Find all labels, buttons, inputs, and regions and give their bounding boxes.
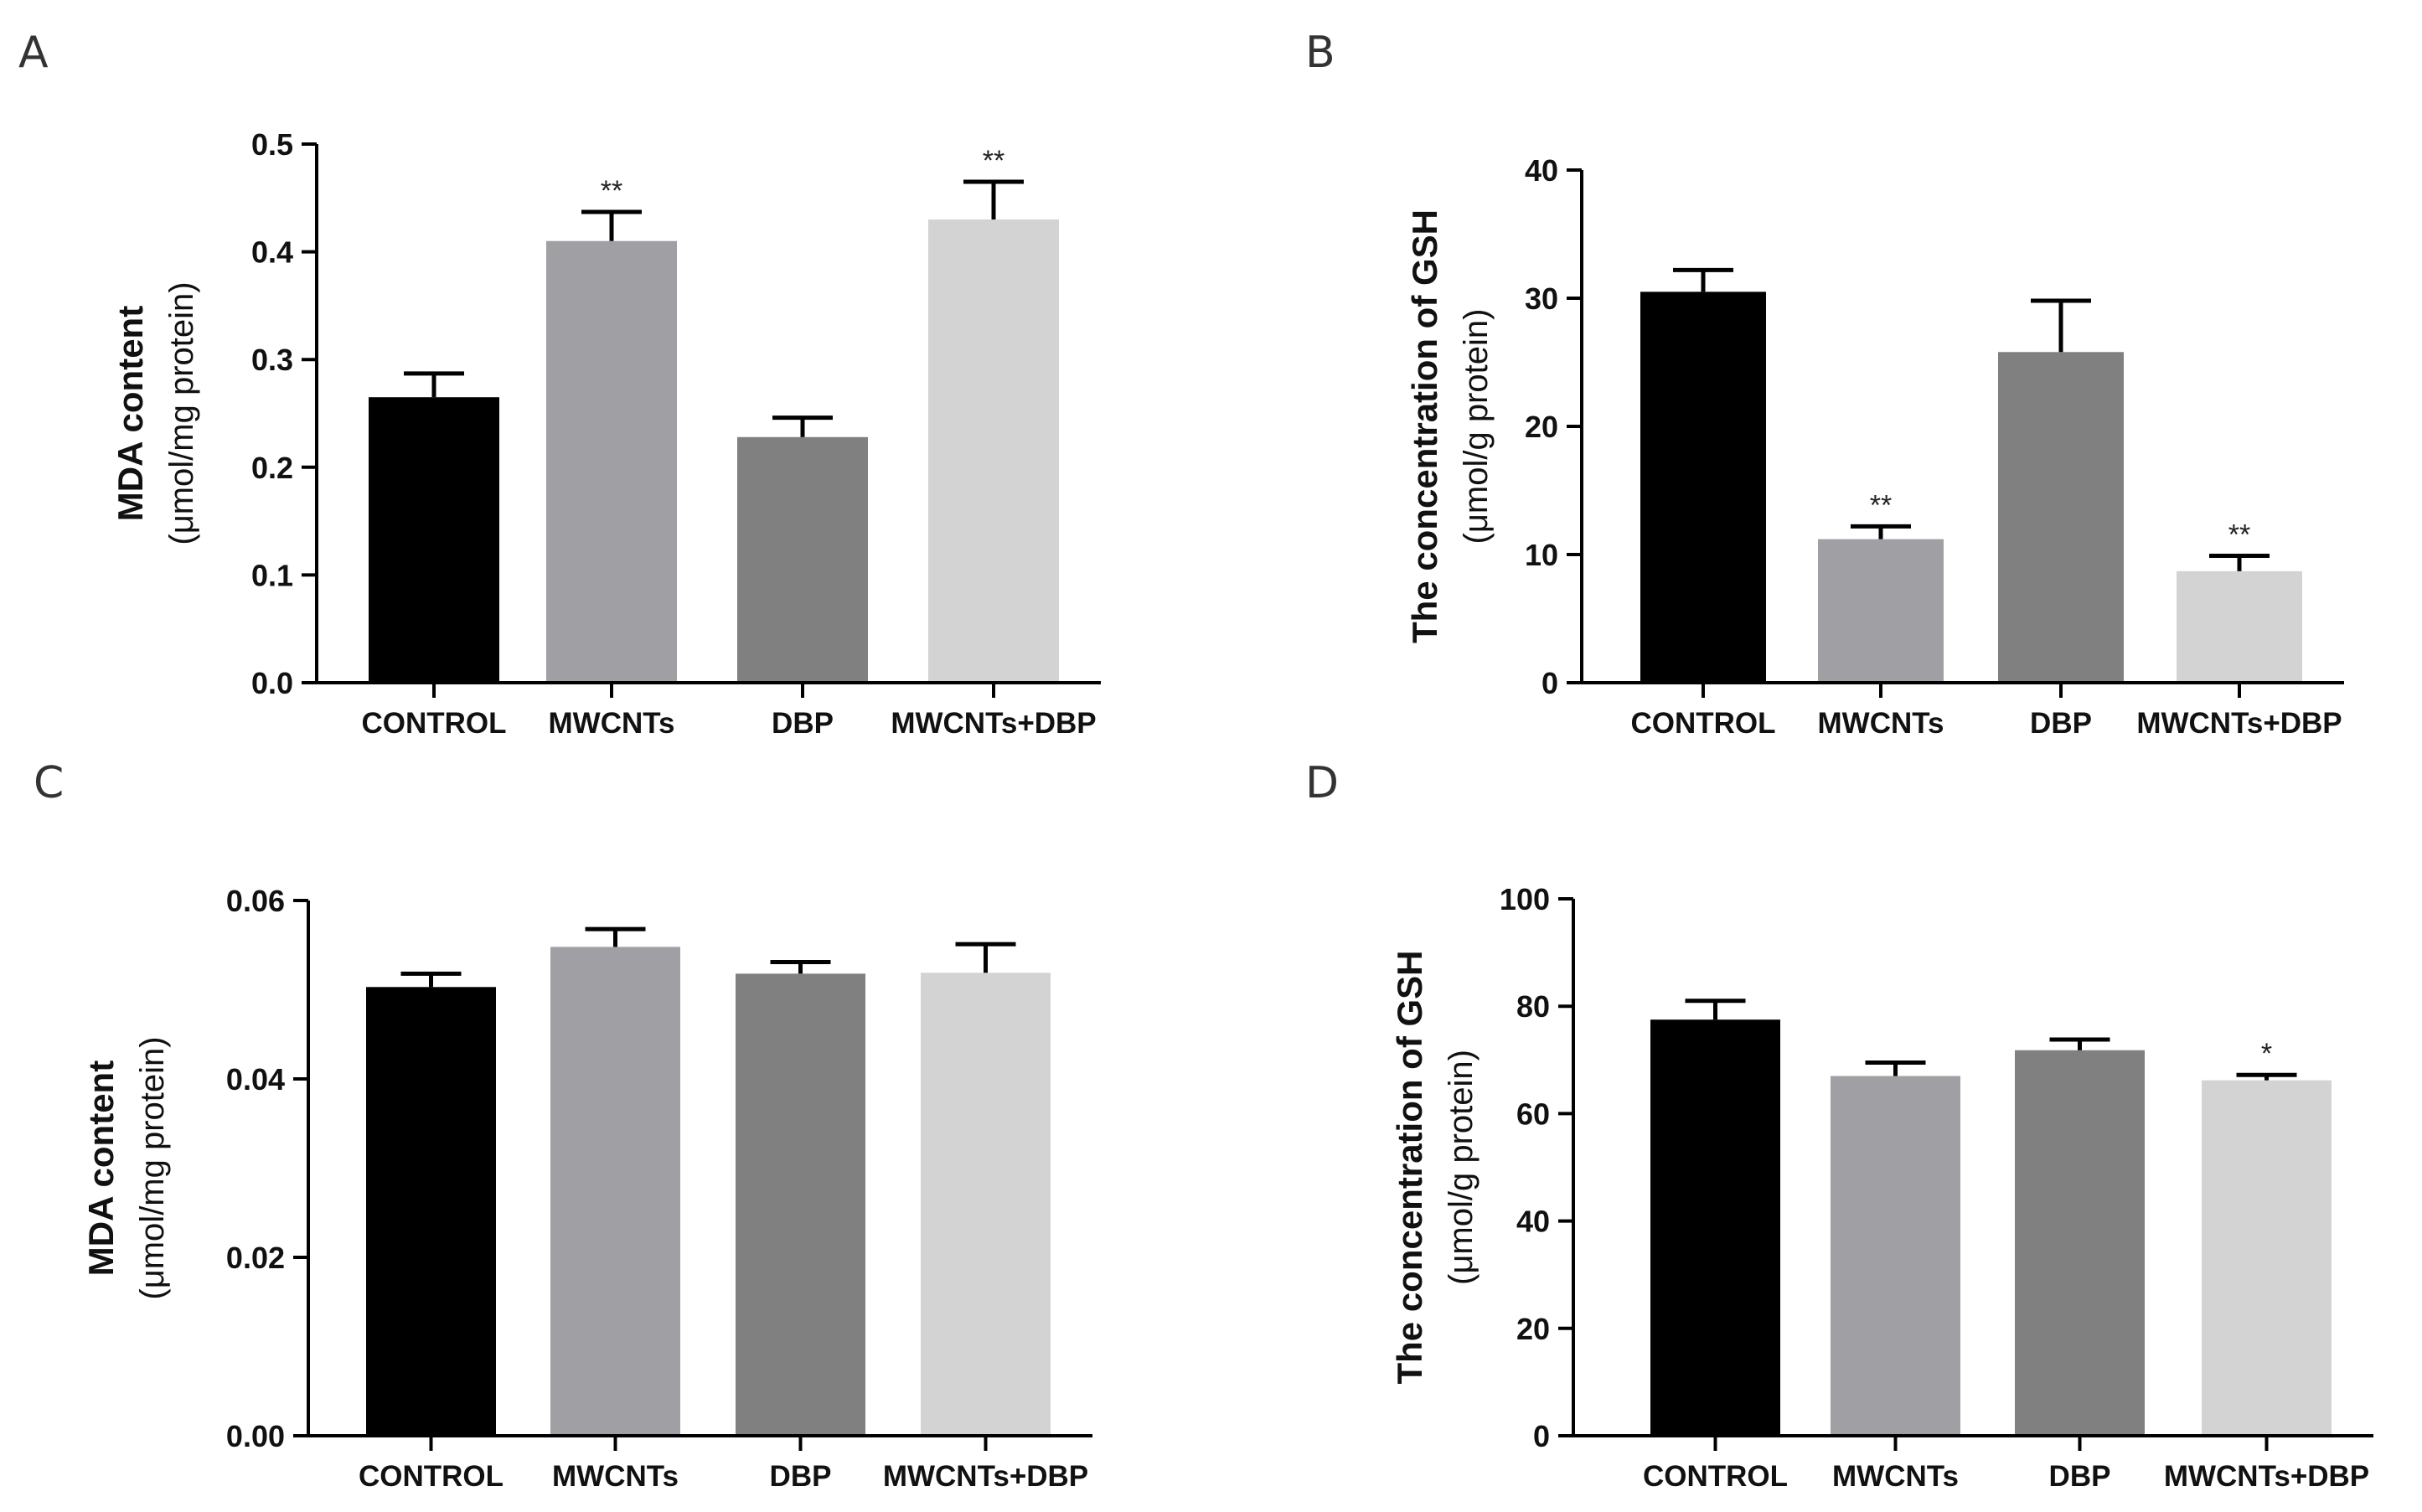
significance-marker: ** xyxy=(1870,489,1892,521)
x-tick-label: MWCNTs+DBP xyxy=(883,1460,1088,1493)
x-tick-label: CONTROL xyxy=(1630,707,1775,740)
x-tick-label: DBP xyxy=(770,1460,832,1493)
y-axis-unit: (μmol/mg protein) xyxy=(134,1036,171,1299)
panel-letter: A xyxy=(18,28,49,78)
y-tick-label: 30 xyxy=(1525,281,1558,316)
y-tick-label: 0.0 xyxy=(251,666,293,700)
y-tick-label: 40 xyxy=(1525,153,1558,188)
y-axis-title: The concentration of GSH xyxy=(1390,950,1429,1384)
y-tick-label: 0.1 xyxy=(251,558,293,592)
significance-marker: ** xyxy=(983,145,1004,177)
bar-control xyxy=(366,987,496,1436)
y-tick-label: 0.02 xyxy=(226,1241,285,1275)
x-tick-label: CONTROL xyxy=(359,1460,504,1493)
x-tick-label: DBP xyxy=(2030,707,2092,740)
significance-marker: * xyxy=(2261,1038,2272,1070)
bar-mwcnts-dbp xyxy=(2177,570,2302,683)
x-tick-label: MWCNTs xyxy=(1832,1460,1959,1493)
y-tick-label: 0.3 xyxy=(251,343,293,377)
y-axis-title: MDA content xyxy=(111,306,150,521)
y-axis-unit: (μmol/mg protein) xyxy=(163,281,200,544)
bar-mwcnts xyxy=(1831,1076,1960,1436)
x-tick-label: MWCNTs xyxy=(549,707,675,740)
y-tick-label: 0.00 xyxy=(226,1419,285,1453)
bar-control xyxy=(1650,1019,1780,1436)
y-axis-title: The concentration of GSH xyxy=(1405,209,1444,643)
x-tick-label: MWCNTs xyxy=(1818,707,1944,740)
bar-control xyxy=(369,397,499,683)
y-tick-label: 0.06 xyxy=(226,884,285,918)
y-tick-label: 20 xyxy=(1516,1312,1550,1346)
bar-dbp xyxy=(2015,1050,2145,1436)
y-tick-label: 0.04 xyxy=(226,1062,285,1097)
bar-control xyxy=(1640,292,1766,683)
y-tick-label: 20 xyxy=(1525,410,1558,444)
bar-mwcnts xyxy=(1818,539,1944,683)
y-tick-label: 0 xyxy=(1533,1419,1550,1453)
y-tick-label: 0.2 xyxy=(251,451,293,485)
bar-mwcnts-dbp xyxy=(928,219,1059,683)
y-tick-label: 80 xyxy=(1516,989,1550,1024)
y-tick-label: 0 xyxy=(1542,666,1558,700)
panel-b: B ** ** 0 10 20 30 40 CONTROL MWCNTs DBP MWCNTs+DBP… xyxy=(1305,28,2344,740)
bar-dbp xyxy=(737,436,868,683)
panel-a: A ** ** 0.0 0.1 0.2 0.3 0.4 0.5 CONTROL MWCNTs DBP M… xyxy=(18,28,1101,740)
x-tick-label: DBP xyxy=(772,707,834,740)
y-tick-label: 0.5 xyxy=(251,127,293,162)
y-tick-label: 0.4 xyxy=(251,235,293,270)
x-tick-label: MWCNTs+DBP xyxy=(2164,1460,2369,1493)
x-tick-label: MWCNTs+DBP xyxy=(891,707,1096,740)
x-tick-label: MWCNTs xyxy=(552,1460,679,1493)
significance-marker: ** xyxy=(601,175,622,207)
bar-dbp xyxy=(1998,352,2124,683)
y-tick-label: 40 xyxy=(1516,1205,1550,1239)
x-tick-label: CONTROL xyxy=(1643,1460,1788,1493)
significance-marker: ** xyxy=(2228,519,2250,551)
panel-d: D * 0 20 40 60 80 100 CONTROL MWCNTs DBP MWCNTs+DBP… xyxy=(1305,758,2373,1493)
y-axis-unit: (μmol/g protein) xyxy=(1458,309,1495,544)
y-tick-label: 100 xyxy=(1500,882,1550,916)
x-tick-label: MWCNTs+DBP xyxy=(2136,707,2342,740)
y-tick-label: 60 xyxy=(1516,1097,1550,1131)
panel-c: C 0.00 0.02 0.04 0.06 CONTROL MWCNTs DBP MWCNTs+… xyxy=(34,758,1092,1493)
bar-mwcnts xyxy=(550,947,680,1436)
bar-mwcnts xyxy=(546,240,677,683)
x-tick-label: CONTROL xyxy=(361,707,506,740)
bar-mwcnts-dbp xyxy=(921,973,1051,1436)
y-axis-title: MDA content xyxy=(81,1060,121,1276)
panel-letter: C xyxy=(34,758,64,808)
bar-dbp xyxy=(736,973,865,1436)
panel-letter: D xyxy=(1305,758,1339,808)
panel-letter: B xyxy=(1305,28,1335,78)
y-tick-label: 10 xyxy=(1525,538,1558,572)
bar-mwcnts-dbp xyxy=(2202,1080,2332,1436)
y-axis-unit: (μmol/g protein) xyxy=(1443,1050,1480,1285)
x-tick-label: DBP xyxy=(2049,1460,2111,1493)
